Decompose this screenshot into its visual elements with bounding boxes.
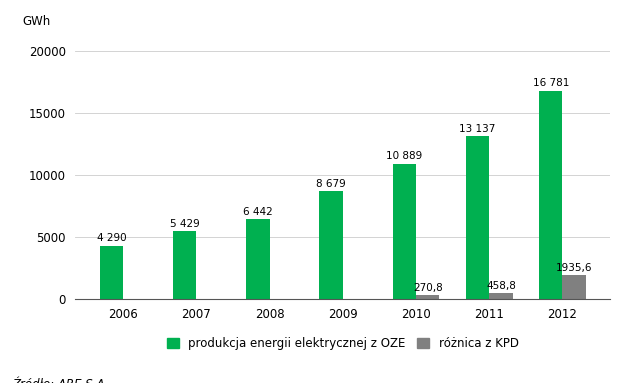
Text: 458,8: 458,8: [486, 281, 516, 291]
Bar: [466, 136, 489, 299]
Text: 1935,6: 1935,6: [556, 262, 593, 272]
Legend: produkcja energii elektrycznej z OZE, różnica z KPD: produkcja energii elektrycznej z OZE, ró…: [167, 337, 519, 350]
Bar: [320, 191, 343, 299]
Bar: [489, 293, 513, 299]
Bar: [562, 275, 586, 299]
Text: GWh: GWh: [22, 15, 50, 28]
Bar: [392, 164, 416, 299]
Bar: [100, 246, 123, 299]
Bar: [173, 231, 196, 299]
Text: 270,8: 270,8: [413, 283, 443, 293]
Text: 16 781: 16 781: [533, 79, 569, 88]
Bar: [539, 91, 562, 299]
Text: 4 290: 4 290: [97, 233, 126, 243]
Bar: [246, 219, 270, 299]
Bar: [416, 295, 440, 299]
Text: 5 429: 5 429: [170, 219, 199, 229]
Text: 13 137: 13 137: [459, 124, 496, 134]
Text: Źródło: ARE S.A.: Źródło: ARE S.A.: [13, 378, 109, 383]
Text: 6 442: 6 442: [243, 206, 273, 217]
Text: 10 889: 10 889: [386, 151, 423, 162]
Text: 8 679: 8 679: [316, 179, 346, 189]
